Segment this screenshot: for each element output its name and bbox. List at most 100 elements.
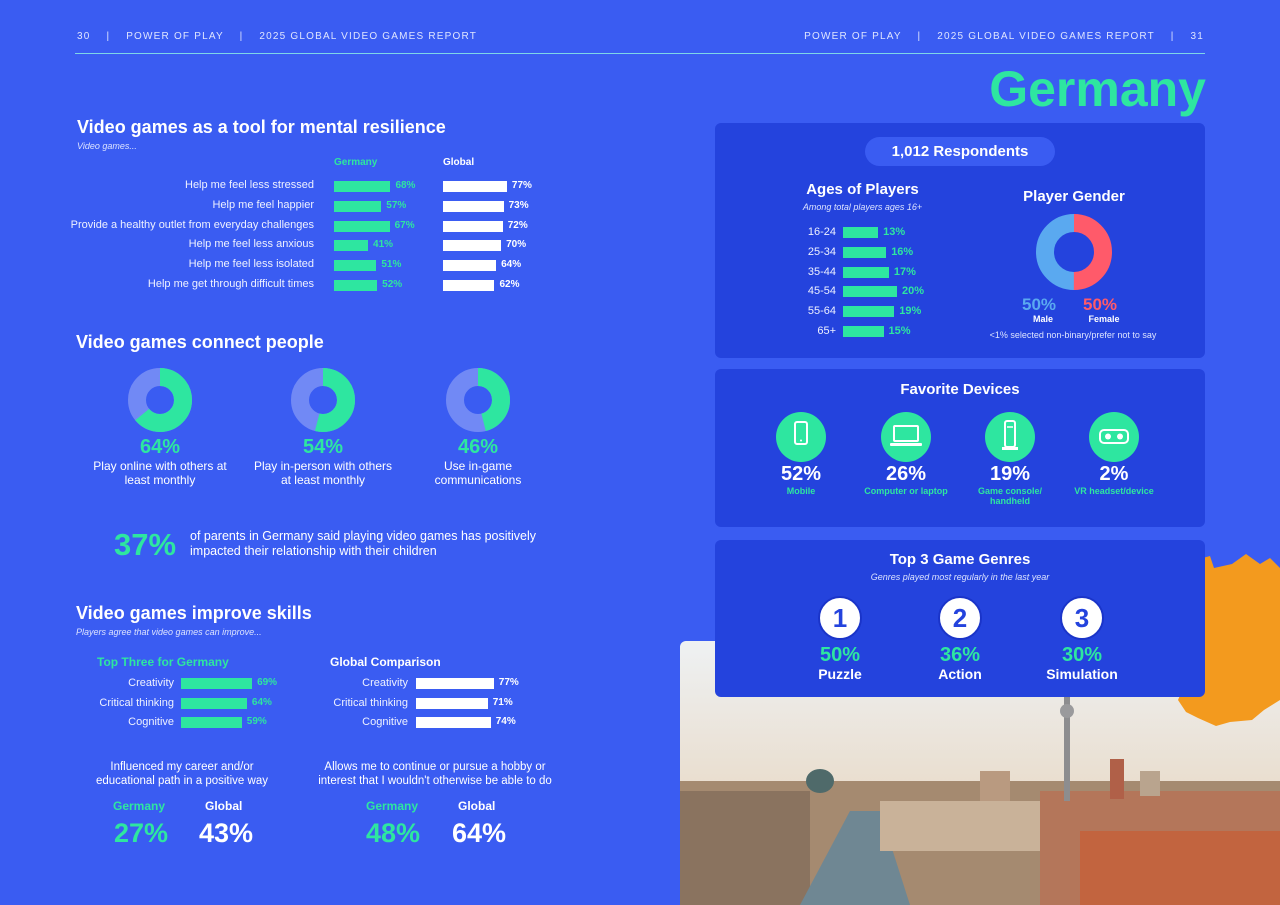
- connect-donut-label: Play in-person with others at least mont…: [253, 459, 393, 487]
- resilience-global-bar: [443, 181, 507, 192]
- hobby-label: Allows me to continue or pursue a hobby …: [318, 761, 552, 787]
- device-label: Game console/ handheld: [977, 486, 1043, 506]
- resilience-germany-bar: [334, 181, 391, 192]
- resilience-germany-pct: 52%: [382, 279, 403, 290]
- header-right: POWER OF PLAY | 2025 GLOBAL VIDEO GAMES …: [804, 31, 1204, 42]
- device-pct: 19%: [989, 463, 1031, 485]
- skills-global-pct: 74%: [495, 716, 516, 727]
- resilience-global-pct: 62%: [499, 279, 520, 290]
- gender-donut-female-segment: [1036, 214, 1112, 290]
- connect-donut-pct: 54%: [302, 436, 344, 458]
- parents-pct: 37%: [114, 527, 177, 562]
- page-number-right: 31: [1190, 31, 1204, 42]
- ages-title: Ages of Players: [806, 181, 919, 198]
- resilience-row-label: Help me feel less isolated: [188, 258, 314, 271]
- resilience-subtitle: Video games...: [77, 141, 137, 151]
- skills-germany-bar: [181, 717, 242, 728]
- skills-global-pct: 77%: [498, 677, 519, 688]
- connect-donut-pct: 46%: [457, 436, 499, 458]
- skills-global-title: Global Comparison: [330, 655, 441, 669]
- skills-subtitle: Players agree that video games can impro…: [76, 627, 262, 637]
- device-label: Mobile: [786, 486, 816, 496]
- skills-germany-bar: [181, 697, 247, 709]
- hobby-global-value: 64%: [452, 818, 507, 848]
- report-title-left: 2025 GLOBAL VIDEO GAMES REPORT: [259, 31, 478, 42]
- header-separator: |: [1170, 31, 1175, 42]
- header-separator: |: [917, 31, 922, 42]
- respondents-badge: 1,012 Respondents: [865, 137, 1055, 166]
- resilience-title: Video games as a tool for mental resilie…: [77, 117, 446, 137]
- parents-text: of parents in Germany said playing video…: [190, 529, 537, 558]
- brand-right: POWER OF PLAY: [804, 31, 902, 42]
- skills-top-title: Top Three for Germany: [97, 655, 229, 669]
- resilience-germany-bar: [334, 280, 378, 291]
- genres-subtitle: Genres played most regularly in the last…: [870, 572, 1050, 582]
- career-germany-label: Germany: [113, 799, 166, 813]
- age-row-bar: [843, 286, 897, 298]
- laptop-icon: [881, 412, 931, 467]
- age-row-pct: 19%: [899, 305, 922, 318]
- skills-germany-label: Critical thinking: [99, 696, 174, 709]
- skills-global-bar: [416, 717, 491, 728]
- resilience-row-label: Provide a healthy outlet from everyday c…: [70, 218, 314, 231]
- age-row-pct: 17%: [893, 265, 916, 278]
- age-row-pct: 20%: [902, 285, 925, 298]
- resilience-germany-bar: [334, 260, 377, 272]
- career-label: Influenced my career and/or educational …: [96, 761, 268, 787]
- age-row-label: 55-64: [807, 305, 836, 318]
- genre-rank-badge: 3: [1060, 596, 1104, 640]
- vr-headset-icon: [1089, 412, 1139, 467]
- resilience-global-bar: [443, 260, 497, 272]
- resilience-germany-bar: [334, 220, 390, 232]
- connect-donut-value: [128, 368, 192, 432]
- skills-global-pct: 71%: [492, 696, 513, 708]
- genre-rank-badge: 1: [818, 596, 862, 640]
- genre-label: Action: [938, 666, 982, 682]
- hobby-global-label: Global: [458, 799, 496, 813]
- age-row-bar: [843, 246, 887, 258]
- genre-rank-badge: 2: [938, 596, 982, 640]
- resilience-global-pct: 64%: [501, 259, 522, 271]
- country-title: Germany: [989, 61, 1206, 117]
- device-pct: 26%: [885, 463, 927, 485]
- connect-donut-value: [291, 368, 355, 432]
- female-pct: 50%: [1083, 295, 1118, 314]
- device-pct: 2%: [1099, 463, 1129, 485]
- device-circle: [881, 412, 931, 462]
- male-label: Male: [1032, 314, 1053, 324]
- age-row-pct: 16%: [891, 245, 914, 258]
- gender-donut: [1036, 214, 1112, 290]
- genre-pct: 30%: [1061, 644, 1103, 666]
- gender-note: <1% selected non-binary/prefer not to sa…: [989, 330, 1157, 340]
- skills-germany-label: Cognitive: [128, 716, 174, 728]
- resilience-germany-bar: [334, 240, 369, 252]
- resilience-global-pct: 72%: [507, 219, 528, 231]
- genre-pct: 36%: [939, 644, 981, 666]
- hobby-germany-value: 48%: [366, 818, 421, 848]
- resilience-germany-pct: 67%: [394, 219, 415, 231]
- age-row-pct: 15%: [888, 325, 911, 337]
- mobile-phone-icon: [776, 412, 826, 467]
- device-circle: [1089, 412, 1139, 462]
- genre-label: Simulation: [1046, 666, 1118, 682]
- header-separator: |: [106, 31, 111, 42]
- brand-left: POWER OF PLAY: [126, 31, 224, 42]
- report-title-right: 2025 GLOBAL VIDEO GAMES REPORT: [937, 31, 1155, 42]
- skills-germany-bar: [181, 678, 253, 689]
- device-pct: 52%: [780, 463, 822, 485]
- ages-subtitle: Among total players ages 16+: [802, 202, 923, 212]
- age-row-bar: [843, 227, 879, 238]
- header-divider: [75, 53, 1205, 54]
- game-console-icon: [985, 412, 1035, 467]
- resilience-row-label: Help me feel happier: [212, 198, 314, 211]
- resilience-row-label: Help me feel less anxious: [188, 238, 314, 251]
- resilience-germany-bar: [334, 200, 382, 212]
- age-row-bar: [843, 266, 889, 278]
- resilience-germany-pct: 57%: [386, 199, 407, 211]
- age-row-bar: [843, 326, 884, 337]
- age-row-pct: 13%: [883, 226, 906, 238]
- connect-donut-pct: 64%: [139, 436, 181, 458]
- page-number-left: 30: [77, 31, 91, 42]
- resilience-global-pct: 70%: [506, 239, 527, 251]
- skills-germany-pct: 64%: [251, 696, 272, 708]
